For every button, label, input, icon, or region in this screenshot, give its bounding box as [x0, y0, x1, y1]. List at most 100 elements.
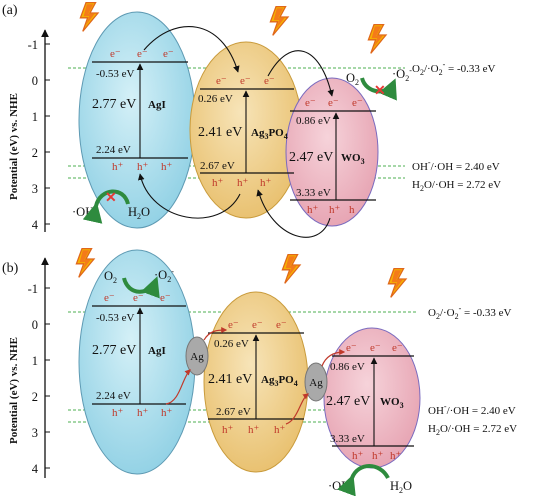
panel-b: (b) -1 0 1 2 3 4 Potential (eV) vs. NHE … — [2, 248, 517, 496]
svg-text:e⁻: e⁻ — [346, 342, 357, 354]
hole-to-ag-arrow — [285, 393, 309, 425]
light-icon — [79, 2, 99, 32]
svg-text:h⁺: h⁺ — [237, 177, 249, 189]
agi-electrons: e⁻ e⁻ e⁻ — [110, 48, 174, 60]
svg-text:e⁻: e⁻ — [240, 75, 251, 87]
hole-transfer-wo3-to-ag3po4 — [256, 189, 331, 238]
svg-text:h⁺: h⁺ — [161, 407, 173, 419]
electron-from-ag-arrow — [321, 349, 346, 367]
svg-text:h⁺: h⁺ — [137, 161, 149, 173]
o2-radical-species: ·O2- — [154, 267, 174, 284]
light-icon — [387, 268, 407, 298]
light-icon — [269, 6, 289, 36]
ag-label: Ag — [190, 351, 204, 363]
svg-text:e⁻: e⁻ — [305, 97, 316, 109]
wo3-vb-value: 3.33 eV — [296, 187, 331, 199]
svg-text:h⁺: h⁺ — [112, 407, 124, 419]
svg-text:h⁺: h⁺ — [161, 161, 173, 173]
svg-text:e⁻: e⁻ — [133, 292, 144, 304]
redox-o2-label: O2/·O2- = -0.33 eV — [412, 60, 496, 77]
ag-nanoparticle — [185, 336, 209, 376]
svg-text:e⁻: e⁻ — [328, 97, 339, 109]
tick-label: 0 — [32, 318, 38, 332]
svg-text:e⁻: e⁻ — [264, 75, 275, 87]
agi-name: AgI — [148, 345, 166, 357]
y-ticks — [45, 287, 50, 469]
agi-cb-value: -0.53 eV — [96, 68, 135, 80]
svg-text:e⁻: e⁻ — [137, 48, 148, 60]
wo3-holes: h⁺ h⁺ h — [307, 204, 355, 216]
blocked-x-icon: ✕ — [374, 84, 386, 99]
light-icon — [281, 254, 301, 284]
svg-text:h⁺: h⁺ — [137, 407, 149, 419]
oh-radical-species: ·OH — [72, 205, 94, 219]
tick-label: 2 — [32, 390, 38, 404]
svg-text:h⁺: h⁺ — [274, 424, 286, 436]
tick-label: -1 — [28, 282, 38, 296]
redox-o2-label: O2/·O2- = -0.33 eV — [428, 304, 512, 321]
agi-cb-value: -0.53 eV — [96, 312, 135, 324]
h2o-species: H2O — [128, 205, 150, 221]
svg-text:h⁺: h⁺ — [307, 204, 319, 216]
redox-oh-label: OH-/·OH = 2.40 eV — [428, 402, 516, 417]
wo3-cb-value: 0.86 eV — [330, 361, 365, 373]
oh-radical-species: ·OH — [328, 479, 350, 493]
svg-text:e⁻: e⁻ — [352, 97, 363, 109]
wo3-holes: h⁺ h⁺ h⁺ — [352, 450, 402, 462]
redox-h2o-label: H2O/·OH = 2.72 eV — [428, 423, 517, 437]
recycle-arrow-o2 — [122, 276, 160, 299]
agi-electrons: e⁻ e⁻ e⁻ — [104, 292, 171, 304]
agi-bandgap: 2.77 eV — [92, 97, 136, 112]
agi-particle — [78, 11, 196, 229]
h2o-species: H2O — [390, 479, 412, 495]
tick-label: 4 — [32, 462, 39, 476]
svg-text:e⁻: e⁻ — [110, 48, 121, 60]
tick-label: 0 — [32, 74, 38, 88]
light-icon — [75, 248, 95, 278]
ag3po4-name: Ag3PO4 — [251, 127, 288, 141]
svg-text:e⁻: e⁻ — [104, 292, 115, 304]
ag3po4-electrons: e⁻ e⁻ e⁻ — [216, 75, 275, 87]
svg-text:e⁻: e⁻ — [370, 342, 381, 354]
svg-text:e⁻: e⁻ — [160, 292, 171, 304]
recycle-arrow-h2o — [82, 189, 130, 224]
agi-bandgap: 2.77 eV — [92, 343, 136, 358]
o2-radical-species: ·O2- — [392, 66, 412, 83]
electron-transfer-ag3po4-to-wo3 — [267, 50, 334, 97]
svg-text:h⁺: h⁺ — [260, 177, 272, 189]
wo3-vb-value: 3.33 eV — [330, 433, 365, 445]
tick-label: 3 — [32, 426, 38, 440]
svg-text:h⁺: h⁺ — [212, 177, 224, 189]
wo3-electrons: e⁻ e⁻ e⁻ — [305, 97, 363, 109]
y-axis-title: Potential (eV) vs. NHE — [8, 337, 20, 444]
ag3po4-vb-value: 2.67 eV — [200, 160, 235, 172]
ag3po4-holes: h⁺ h⁺ h⁺ — [212, 177, 272, 189]
o2-species: O2 — [346, 71, 359, 87]
agi-name: AgI — [148, 99, 166, 111]
tick-label: 4 — [32, 218, 39, 232]
light-icon — [367, 24, 387, 54]
wo3-particle — [285, 77, 379, 227]
recycle-arrow-h2o — [337, 464, 390, 496]
wo3-name: WO3 — [341, 152, 365, 166]
svg-text:e⁻: e⁻ — [216, 75, 227, 87]
agi-vb-value: 2.24 eV — [96, 390, 131, 402]
panel-a-label: (a) — [2, 3, 18, 18]
tick-label: -1 — [28, 38, 38, 52]
ag3po4-name: Ag3PO4 — [261, 374, 298, 388]
agi-holes: h⁺ h⁺ h⁺ — [112, 407, 173, 419]
agi-holes: h⁺ h⁺ h⁺ — [112, 161, 173, 173]
y-ticks — [45, 43, 50, 225]
svg-text:e⁻: e⁻ — [228, 319, 239, 331]
svg-text:h: h — [349, 204, 355, 216]
hole-transfer-ag3po4-to-agi — [137, 173, 241, 219]
electron-from-ag-arrow — [203, 327, 228, 341]
svg-text:e⁻: e⁻ — [392, 342, 403, 354]
svg-text:h⁺: h⁺ — [112, 161, 124, 173]
blocked-x-icon: ✕ — [105, 191, 117, 206]
agi-particle — [78, 249, 196, 475]
wo3-name: WO3 — [380, 396, 404, 410]
ag3po4-cb-value: 0.26 eV — [214, 338, 249, 350]
ag3po4-holes: h⁺ h⁺ h⁺ — [222, 424, 286, 436]
ag-nanoparticle — [304, 362, 328, 402]
